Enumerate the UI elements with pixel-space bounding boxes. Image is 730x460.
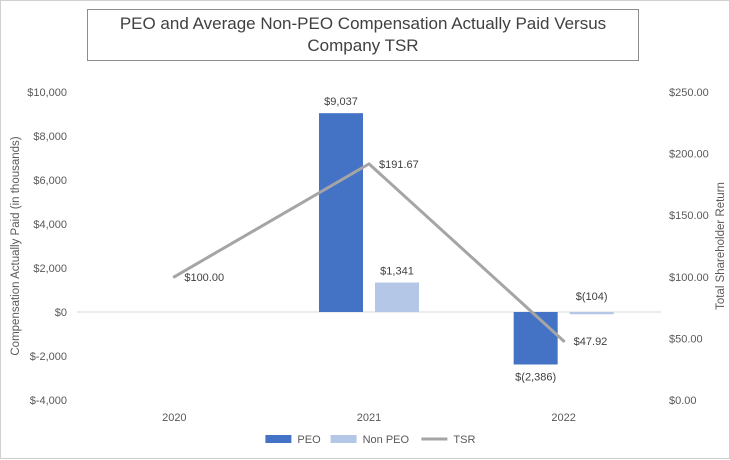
y-right-tick-label: $250.00 <box>669 87 709 99</box>
y-right-tick-label: $0.00 <box>669 395 697 407</box>
y-left-axis-title: Compensation Actually Paid (in thousands… <box>10 136 22 355</box>
tsr-point-2020 <box>172 275 176 279</box>
y-right-tick-label: $150.00 <box>669 210 709 222</box>
bar-data-label: $(2,386) <box>515 371 556 383</box>
bar-data-label: $1,341 <box>380 265 414 277</box>
tsr-point-2022 <box>562 339 566 343</box>
bar-layer <box>319 113 614 365</box>
bar-non-peo-2022 <box>569 312 614 315</box>
line-layer <box>172 162 566 343</box>
y-left-tick-label: $4,000 <box>33 219 67 231</box>
y-right-tick-label: $100.00 <box>669 272 709 284</box>
bar-non-peo-2021 <box>375 282 419 312</box>
tsr-data-label: $100.00 <box>184 272 224 284</box>
legend-non-peo-label: Non PEO <box>363 434 410 446</box>
bar-peo-2022 <box>513 312 558 365</box>
bar-peo-2021 <box>319 113 363 312</box>
legend-peo-label: PEO <box>297 434 321 446</box>
legend-peo-swatch <box>265 435 292 443</box>
y-left-tick-label: $0 <box>55 307 67 319</box>
y-left-tick-label: $10,000 <box>27 87 67 99</box>
tsr-line <box>172 162 566 343</box>
tsr-data-label: $191.67 <box>379 159 419 171</box>
bar-data-label: $(104) <box>576 291 608 303</box>
bar-data-label: $9,037 <box>324 96 358 108</box>
x-tick-label: 2020 <box>162 412 186 424</box>
y-left-tick-label: $-2,000 <box>30 351 67 363</box>
y-right-axis-title: Total Shareholder Return <box>715 182 727 310</box>
legend-layer: PEO Non PEO TSR <box>265 434 475 446</box>
y-right-tick-label: $200.00 <box>669 149 709 161</box>
y-left-tick-label: $2,000 <box>33 263 67 275</box>
label-layer: $9,037 $(2,386) $1,341 $(104) $100.00 $191.67… <box>184 96 607 383</box>
axis-layer: $-4,000 $-2,000 $0 $2,000 $4,000 $6,000 $8,000… <box>10 87 727 424</box>
legend-tsr-label: TSR <box>453 434 475 446</box>
tsr-point-2021 <box>367 162 371 166</box>
x-tick-label: 2022 <box>551 412 575 424</box>
x-tick-label: 2021 <box>357 412 381 424</box>
chart-title: PEO and Average Non-PEO Compensation Act… <box>87 9 639 61</box>
tsr-data-label: $47.92 <box>574 336 608 348</box>
y-left-tick-label: $-4,000 <box>30 395 67 407</box>
y-right-tick-label: $50.00 <box>669 333 703 345</box>
legend-non-peo-swatch <box>330 435 357 443</box>
y-left-tick-label: $6,000 <box>33 175 67 187</box>
y-left-tick-label: $8,000 <box>33 131 67 143</box>
